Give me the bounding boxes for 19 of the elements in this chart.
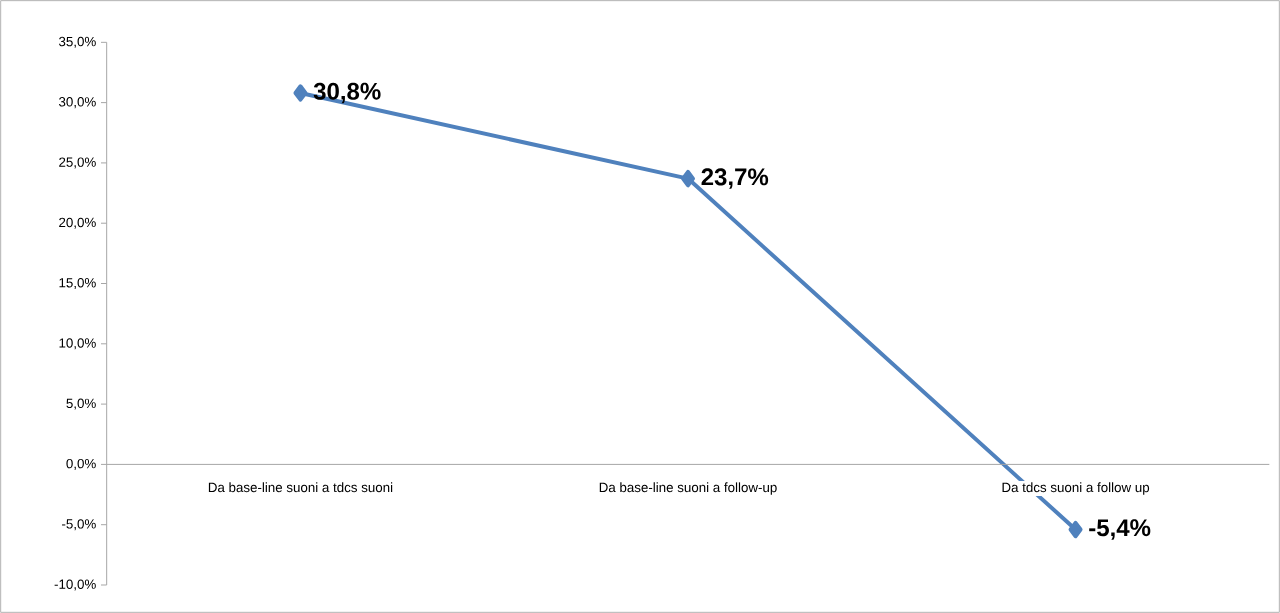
y-tick-label: 35,0% (58, 36, 96, 48)
point (681, 169, 696, 188)
data-label: 23,7% (701, 168, 769, 189)
y-tick-label: 20,0% (59, 217, 96, 229)
x-tick-label: Da base-line suoni a tdcs suoni (208, 482, 393, 493)
y-tick-label: 15,0% (59, 278, 96, 290)
data-label: -5,4% (1089, 519, 1151, 540)
y-tick-label: 0,0% (66, 458, 96, 470)
x-tick-label: Da base-line suoni a follow-up (599, 482, 777, 495)
data-label: 30,8% (313, 82, 381, 104)
y-tick-label: -5,0% (62, 519, 96, 531)
y-tick-label: 5,0% (66, 398, 96, 410)
point (1068, 520, 1083, 539)
y-tick-label: -10,0% (54, 579, 96, 591)
y-tick-label: 10,0% (59, 338, 96, 350)
x-tick-label: Da tdcs suoni a follow up (1002, 482, 1150, 495)
y-tick-label: 30,0% (58, 97, 96, 109)
point (293, 84, 308, 102)
y-tick-label: 25,0% (59, 157, 96, 169)
